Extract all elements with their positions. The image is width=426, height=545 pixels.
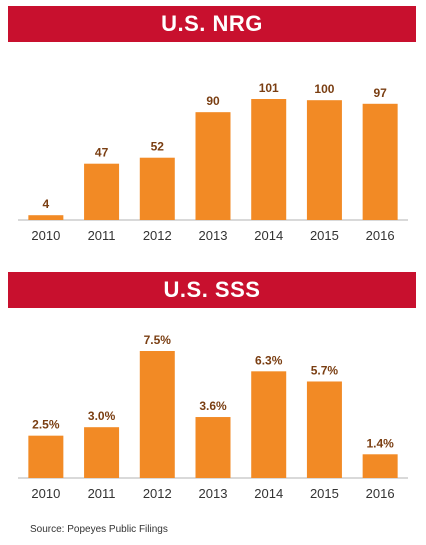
nrg-value-label: 97 [373,86,387,100]
nrg-bar-2012 [139,157,175,220]
sss-value-label: 1.4% [366,436,394,450]
sss-bar-2013 [195,417,231,478]
nrg-value-label: 100 [314,82,334,96]
source-note: Source: Popeyes Public Filings [30,524,168,535]
sss-tick-label: 2016 [366,486,395,501]
sss-bar-2010 [28,435,64,478]
nrg-value-label: 4 [43,197,50,211]
nrg-value-label: 52 [151,140,165,154]
nrg-bar-2014 [251,99,287,220]
sss-tick-label: 2013 [199,486,228,501]
sss-value-label: 3.6% [199,399,227,413]
sss-value-label: 3.0% [88,409,116,423]
sss-bar-chart: 2.5% 2010 3.0% 2011 7.5% 2012 3.6% 2013 6.3% 2014… [18,333,408,501]
nrg-bar-2011 [84,163,120,220]
nrg-tick-label: 2016 [366,228,395,243]
sss-tick-label: 2011 [88,486,116,501]
sss-value-label: 6.3% [255,353,283,367]
nrg-tick-label: 2013 [199,228,228,243]
sss-tick-label: 2014 [254,486,283,501]
nrg-value-label: 101 [259,81,279,95]
sss-bar-2012 [139,351,175,478]
nrg-bar-2016 [362,103,398,220]
sss-tick-label: 2010 [31,486,60,501]
sss-tick-label: 2012 [143,486,172,501]
nrg-tick-label: 2012 [143,228,172,243]
nrg-bar-2013 [195,112,231,220]
sss-value-label: 5.7% [311,363,339,377]
sss-bar-2011 [84,427,120,478]
nrg-bar-chart: 4 2010 47 2011 52 2012 90 2013 101 2014 100 2015 97 2… [18,81,408,243]
chart-title-sss: U.S. SSS [8,272,416,308]
nrg-tick-label: 2011 [88,228,116,243]
sss-bar-2016 [362,454,398,478]
sss-value-label: 2.5% [32,418,60,432]
sss-bar-2014 [251,371,287,478]
nrg-bar-2010 [28,215,64,220]
chart-title-nrg: U.S. NRG [8,6,416,42]
sss-tick-label: 2015 [310,486,339,501]
nrg-tick-label: 2010 [31,228,60,243]
nrg-tick-label: 2014 [254,228,283,243]
nrg-value-label: 90 [206,94,220,108]
nrg-bar-2015 [306,100,342,220]
nrg-tick-label: 2015 [310,228,339,243]
nrg-value-label: 47 [95,146,109,160]
sss-value-label: 7.5% [144,333,172,347]
sss-bar-2015 [306,381,342,478]
